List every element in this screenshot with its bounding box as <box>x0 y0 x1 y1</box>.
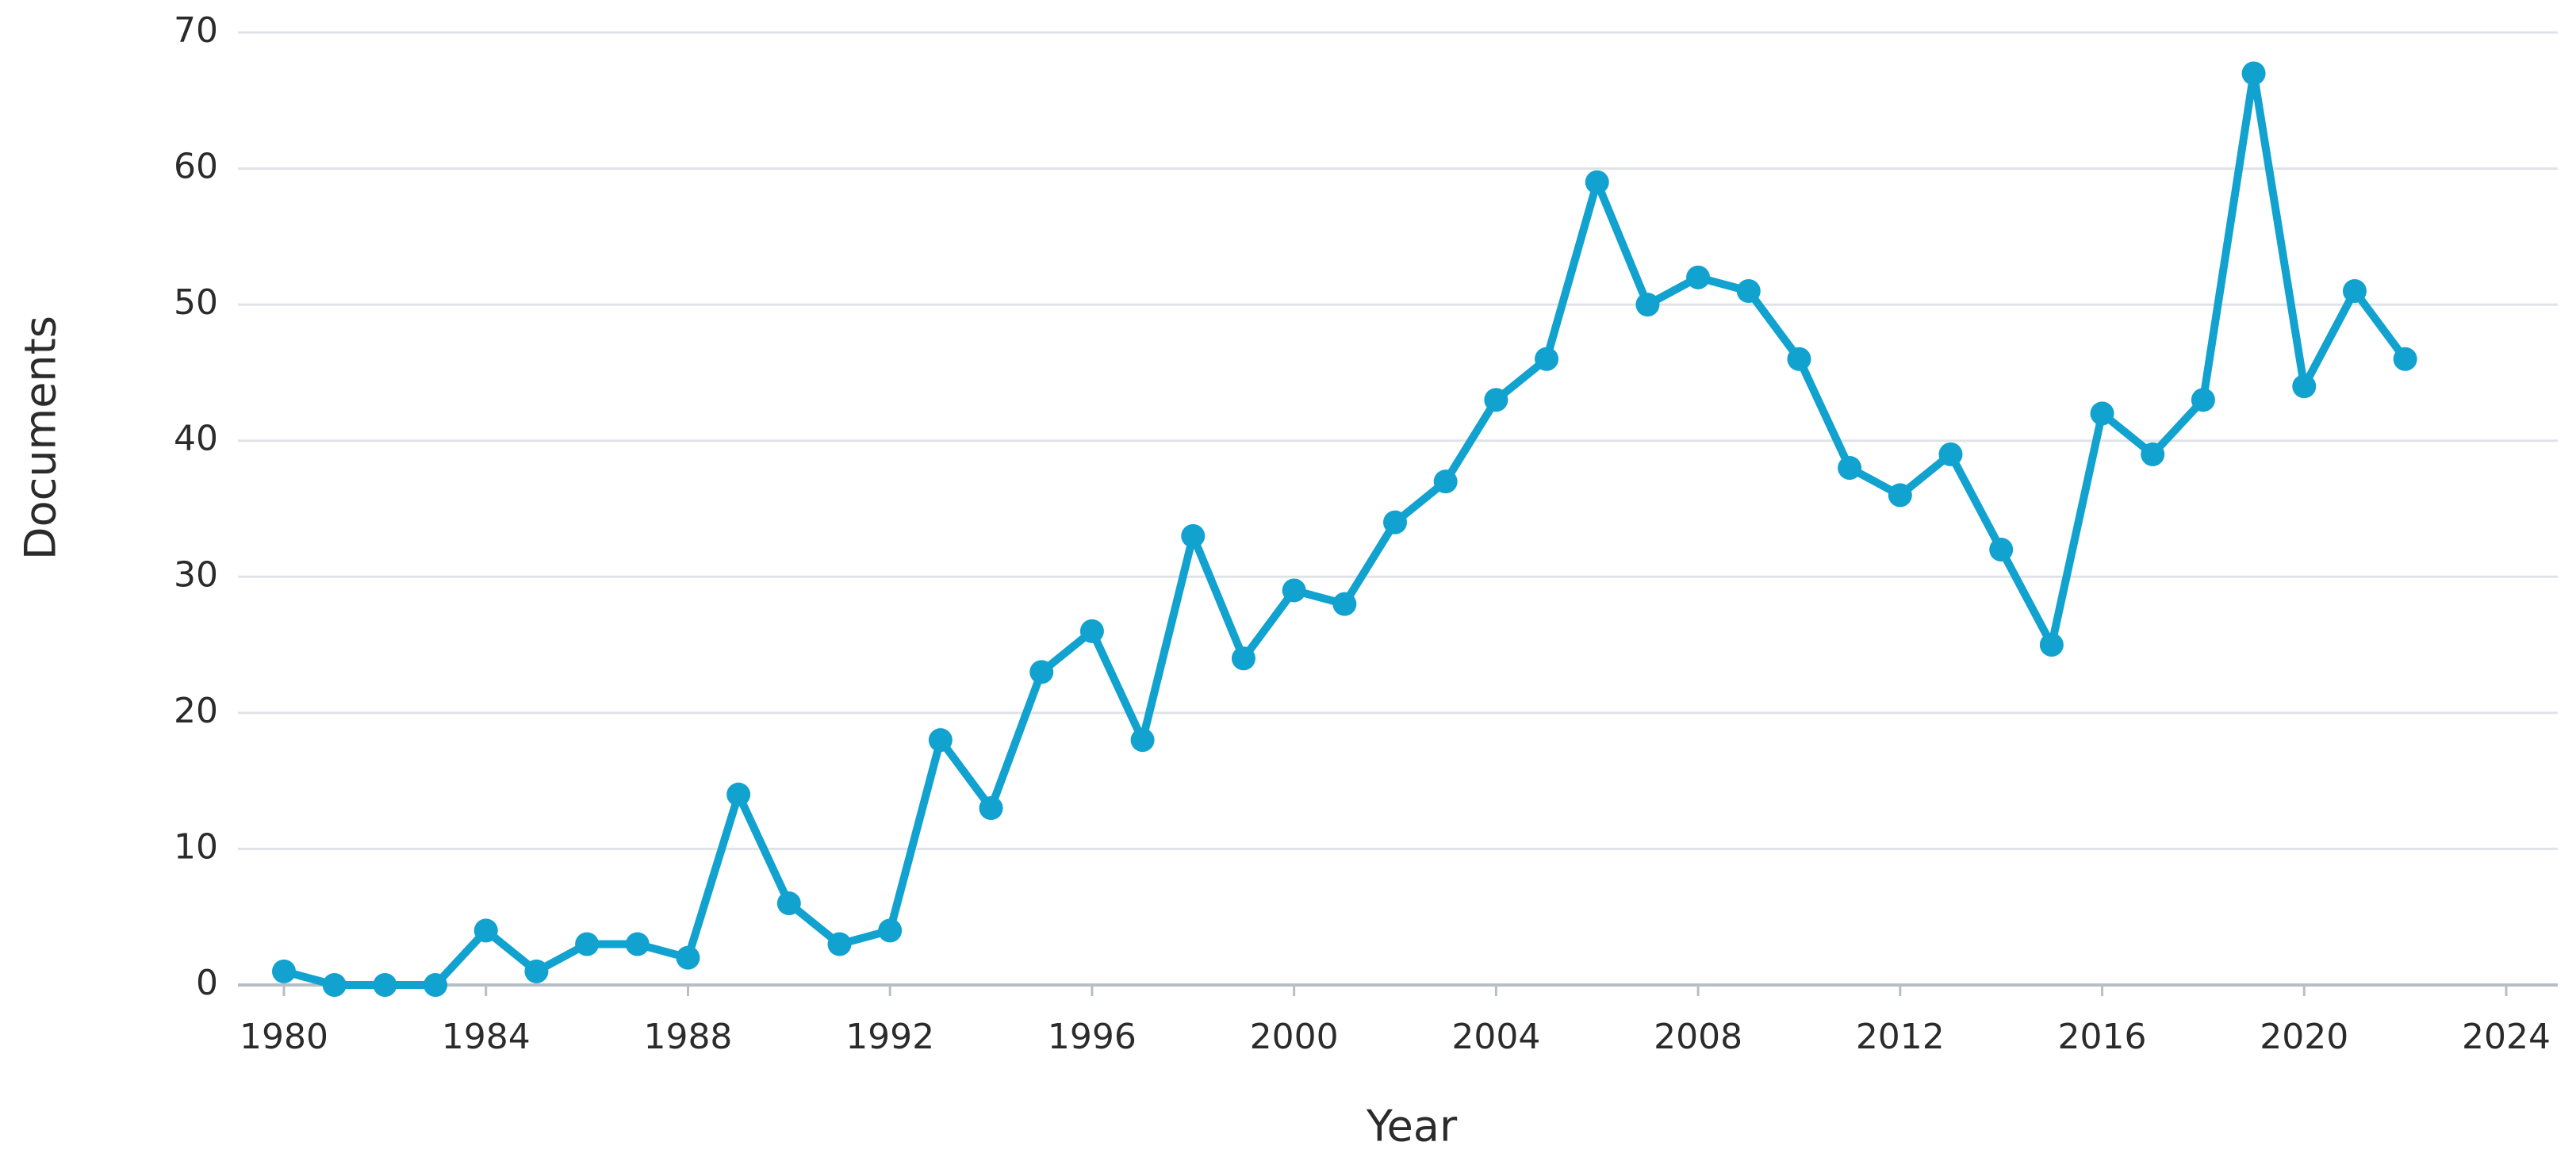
data-point <box>2342 278 2367 303</box>
data-point <box>625 932 650 956</box>
x-tick-label: 2020 <box>2260 1017 2348 1057</box>
data-point <box>2292 374 2317 399</box>
data-point <box>1079 619 1104 643</box>
data-point <box>2241 61 2266 86</box>
data-point <box>979 795 1003 820</box>
data-point <box>322 973 347 997</box>
data-point <box>676 945 700 970</box>
data-point <box>575 932 600 956</box>
data-point <box>1029 660 1054 684</box>
data-point <box>1787 347 1811 371</box>
data-point <box>1433 469 1458 494</box>
y-tick-label: 70 <box>174 10 218 51</box>
x-tick-label: 2004 <box>1451 1017 1540 1057</box>
data-point <box>2039 633 2064 657</box>
data-point <box>1888 483 1912 508</box>
x-tick-label: 1996 <box>1048 1017 1137 1057</box>
data-point <box>1989 537 2014 561</box>
data-point <box>473 918 498 943</box>
data-point <box>272 959 296 983</box>
y-tick-label: 30 <box>174 554 218 595</box>
data-point <box>2141 442 2165 466</box>
data-point <box>2393 347 2417 371</box>
data-point <box>878 918 903 943</box>
data-point <box>726 782 751 807</box>
x-tick-label: 1988 <box>643 1017 732 1057</box>
data-point <box>1231 646 1255 671</box>
data-point <box>524 959 549 983</box>
x-tick-label: 2024 <box>2462 1017 2551 1057</box>
data-point <box>1181 523 1206 548</box>
data-point <box>1282 578 1306 603</box>
data-point <box>424 973 448 997</box>
data-point <box>827 932 852 956</box>
y-tick-label: 60 <box>174 147 218 187</box>
data-point <box>928 728 953 753</box>
x-tick-label: 1992 <box>845 1017 934 1057</box>
data-point <box>1383 510 1407 535</box>
data-point <box>1736 278 1761 303</box>
y-axis-title: Documents <box>16 316 66 560</box>
data-point <box>1535 347 1559 371</box>
y-tick-label: 0 <box>196 963 218 1003</box>
y-tick-label: 20 <box>174 691 218 731</box>
x-tick-label: 2008 <box>1654 1017 1742 1057</box>
data-point <box>2090 401 2114 426</box>
data-point <box>1938 442 1963 466</box>
x-tick-label: 2012 <box>1856 1017 1945 1057</box>
data-point <box>1484 388 1508 412</box>
data-point <box>1585 170 1609 194</box>
data-point <box>1130 728 1155 753</box>
y-tick-label: 40 <box>174 419 218 459</box>
x-tick-label: 2000 <box>1250 1017 1339 1057</box>
y-tick-label: 10 <box>174 826 218 867</box>
y-tick-label: 50 <box>174 282 218 323</box>
x-tick-label: 2016 <box>2058 1017 2147 1057</box>
data-point <box>776 891 801 916</box>
x-axis-title: Year <box>1366 1102 1458 1152</box>
data-point <box>1686 265 1711 289</box>
x-tick-label: 1980 <box>240 1017 328 1057</box>
data-point <box>1838 456 1862 481</box>
data-point <box>2191 388 2215 412</box>
data-point <box>373 973 397 997</box>
data-point <box>1635 293 1660 317</box>
data-point <box>1332 592 1357 616</box>
x-tick-label: 1984 <box>442 1017 531 1057</box>
